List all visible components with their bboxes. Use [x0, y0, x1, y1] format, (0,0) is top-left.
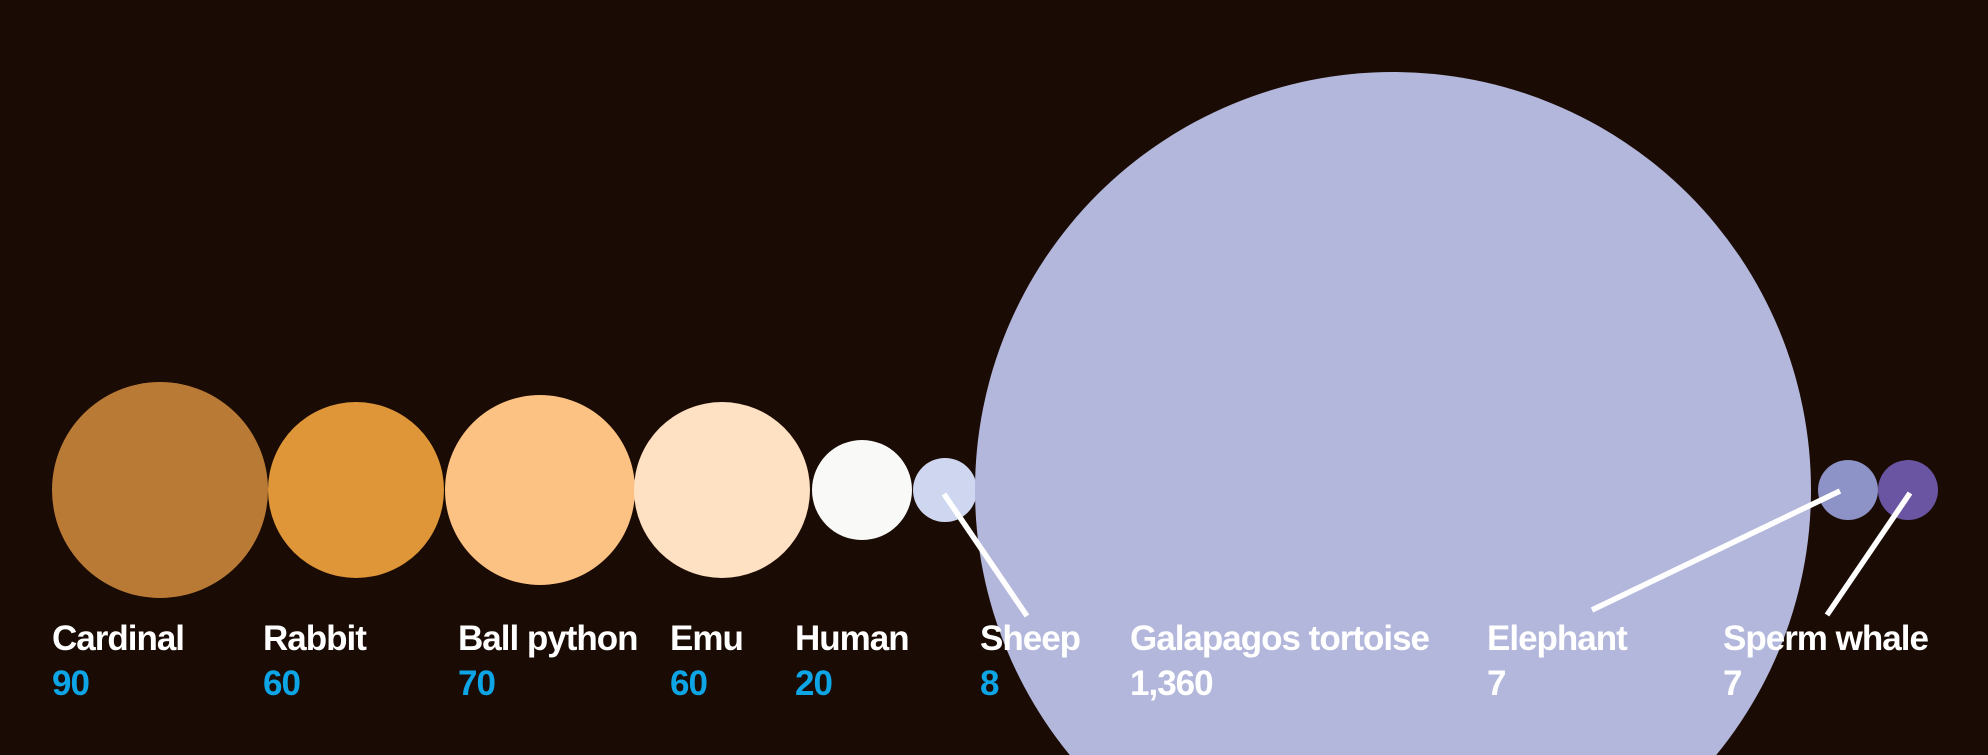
label-sperm-whale: Sperm whale 7 — [1723, 619, 1929, 703]
label-galapagos-tortoise: Galapagos tortoise 1,360 — [1130, 619, 1430, 703]
circle-elephant — [1818, 460, 1878, 520]
label-name-sheep: Sheep — [980, 619, 1081, 658]
circle-ball-python — [445, 395, 635, 585]
label-value-galapagos-tortoise: 1,360 — [1130, 664, 1214, 703]
label-value-rabbit: 60 — [263, 664, 301, 703]
label-sheep: Sheep 8 — [980, 619, 1081, 703]
label-value-cardinal: 90 — [52, 664, 90, 703]
label-ball-python: Ball python 70 — [458, 619, 639, 703]
label-value-emu: 60 — [670, 664, 708, 703]
label-human: Human 20 — [795, 619, 910, 703]
circle-human — [812, 440, 912, 540]
label-name-rabbit: Rabbit — [263, 619, 367, 658]
label-value-human: 20 — [795, 664, 833, 703]
circle-rabbit — [268, 402, 444, 578]
circle-emu — [634, 402, 810, 578]
circle-sheep — [913, 458, 977, 522]
label-elephant: Elephant 7 — [1487, 619, 1628, 703]
circle-sperm-whale — [1878, 460, 1938, 520]
label-value-elephant: 7 — [1487, 664, 1506, 703]
label-name-human: Human — [795, 619, 910, 658]
circle-galapagos-tortoise — [975, 72, 1811, 755]
label-cardinal: Cardinal 90 — [52, 619, 185, 703]
label-emu: Emu 60 — [670, 619, 744, 703]
label-rabbit: Rabbit 60 — [263, 619, 367, 703]
label-value-ball-python: 70 — [458, 664, 496, 703]
label-value-sperm-whale: 7 — [1723, 664, 1742, 703]
label-name-emu: Emu — [670, 619, 744, 658]
label-name-galapagos-tortoise: Galapagos tortoise — [1130, 619, 1430, 658]
label-name-cardinal: Cardinal — [52, 619, 185, 658]
label-name-ball-python: Ball python — [458, 619, 639, 658]
label-value-sheep: 8 — [980, 664, 999, 703]
label-name-sperm-whale: Sperm whale — [1723, 619, 1929, 658]
label-name-elephant: Elephant — [1487, 619, 1628, 658]
circle-cardinal — [52, 382, 268, 598]
